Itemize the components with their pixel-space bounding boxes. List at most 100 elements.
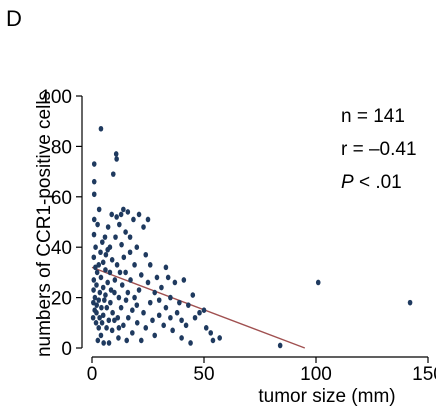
data-point bbox=[134, 244, 140, 250]
data-point bbox=[197, 309, 202, 316]
trend-line-group bbox=[91, 266, 306, 349]
data-point bbox=[114, 262, 120, 268]
data-point bbox=[201, 307, 207, 314]
data-point bbox=[132, 262, 137, 268]
data-points bbox=[90, 125, 413, 349]
y-axis-label-group: numbers of CCR1-positive cells bbox=[34, 91, 55, 357]
data-point bbox=[165, 274, 171, 281]
data-point bbox=[116, 325, 122, 331]
data-point bbox=[116, 294, 122, 301]
data-point bbox=[134, 320, 140, 326]
data-point bbox=[132, 294, 137, 301]
data-point bbox=[117, 269, 123, 276]
data-point bbox=[100, 239, 105, 245]
data-point bbox=[93, 244, 98, 250]
data-point bbox=[113, 151, 119, 157]
data-point bbox=[110, 309, 115, 316]
data-point bbox=[114, 156, 119, 162]
data-point bbox=[98, 249, 103, 256]
data-point bbox=[168, 294, 173, 301]
n-count-text: n = 141 bbox=[341, 106, 405, 127]
data-point bbox=[163, 304, 169, 311]
regression-line bbox=[91, 266, 306, 349]
data-point bbox=[102, 297, 107, 303]
data-point bbox=[186, 302, 191, 308]
data-point bbox=[147, 299, 153, 306]
data-point bbox=[138, 272, 144, 278]
data-point bbox=[124, 337, 130, 344]
data-point bbox=[94, 309, 99, 316]
x-tick-label: 50 bbox=[193, 364, 214, 385]
data-point bbox=[170, 327, 175, 334]
data-point bbox=[163, 264, 169, 271]
data-point bbox=[315, 279, 321, 286]
data-point bbox=[130, 307, 135, 314]
data-point bbox=[130, 330, 135, 336]
data-point bbox=[125, 289, 131, 296]
data-point bbox=[106, 317, 112, 324]
y-tick-label: 80 bbox=[51, 137, 72, 158]
data-point bbox=[109, 257, 115, 263]
data-point bbox=[210, 337, 216, 344]
data-point bbox=[103, 267, 108, 273]
r-value-text: r = –0.41 bbox=[341, 139, 417, 160]
data-point bbox=[150, 317, 155, 324]
data-point bbox=[156, 312, 162, 319]
data-point bbox=[91, 287, 96, 293]
x-axis-label: tumor size (mm) bbox=[258, 386, 395, 407]
data-point bbox=[103, 292, 108, 298]
data-point bbox=[96, 262, 102, 268]
data-point bbox=[156, 297, 162, 303]
data-point bbox=[277, 342, 283, 349]
data-point bbox=[113, 234, 118, 240]
data-point bbox=[152, 289, 158, 296]
data-point bbox=[91, 254, 97, 261]
data-point bbox=[128, 277, 133, 283]
data-point bbox=[107, 269, 113, 276]
data-point bbox=[99, 304, 104, 311]
data-point bbox=[105, 224, 111, 230]
data-point bbox=[105, 279, 110, 286]
data-point bbox=[94, 269, 100, 276]
data-point bbox=[91, 216, 97, 223]
y-tick-label: 60 bbox=[51, 188, 72, 209]
data-point bbox=[127, 234, 133, 240]
data-point bbox=[179, 317, 184, 324]
p-value-text: P < .01 bbox=[341, 172, 402, 193]
data-point bbox=[114, 214, 119, 220]
panel-letter: D bbox=[6, 6, 22, 31]
axes: 0 20 40 60 80 100 0 50 100 150 bbox=[40, 87, 436, 385]
data-point bbox=[192, 314, 198, 321]
data-point bbox=[96, 297, 102, 303]
data-point bbox=[101, 340, 106, 346]
data-point bbox=[97, 314, 102, 321]
data-point bbox=[143, 325, 149, 331]
x-tick-label: 150 bbox=[412, 364, 436, 385]
data-point bbox=[136, 287, 142, 293]
data-point bbox=[217, 335, 222, 341]
data-point bbox=[99, 320, 105, 326]
data-point bbox=[91, 161, 97, 167]
data-point bbox=[121, 322, 126, 329]
data-point bbox=[92, 294, 98, 301]
data-point bbox=[104, 325, 109, 331]
data-point bbox=[152, 332, 158, 339]
data-point bbox=[125, 314, 131, 321]
data-point bbox=[119, 282, 125, 288]
statistics-annotation: n = 141 r = –0.41 P < .01 bbox=[333, 93, 436, 215]
x-tick-label: 100 bbox=[300, 364, 332, 385]
data-point bbox=[94, 282, 99, 288]
data-point bbox=[161, 322, 166, 329]
data-point bbox=[188, 340, 193, 346]
data-point bbox=[127, 249, 133, 256]
data-point bbox=[115, 314, 121, 321]
data-point bbox=[131, 216, 136, 223]
data-point bbox=[97, 289, 103, 296]
data-point bbox=[106, 340, 112, 346]
data-point bbox=[141, 224, 146, 230]
data-point bbox=[145, 216, 151, 223]
data-point bbox=[118, 304, 124, 311]
data-point bbox=[141, 309, 146, 316]
data-point bbox=[108, 287, 114, 293]
data-point bbox=[91, 277, 97, 283]
